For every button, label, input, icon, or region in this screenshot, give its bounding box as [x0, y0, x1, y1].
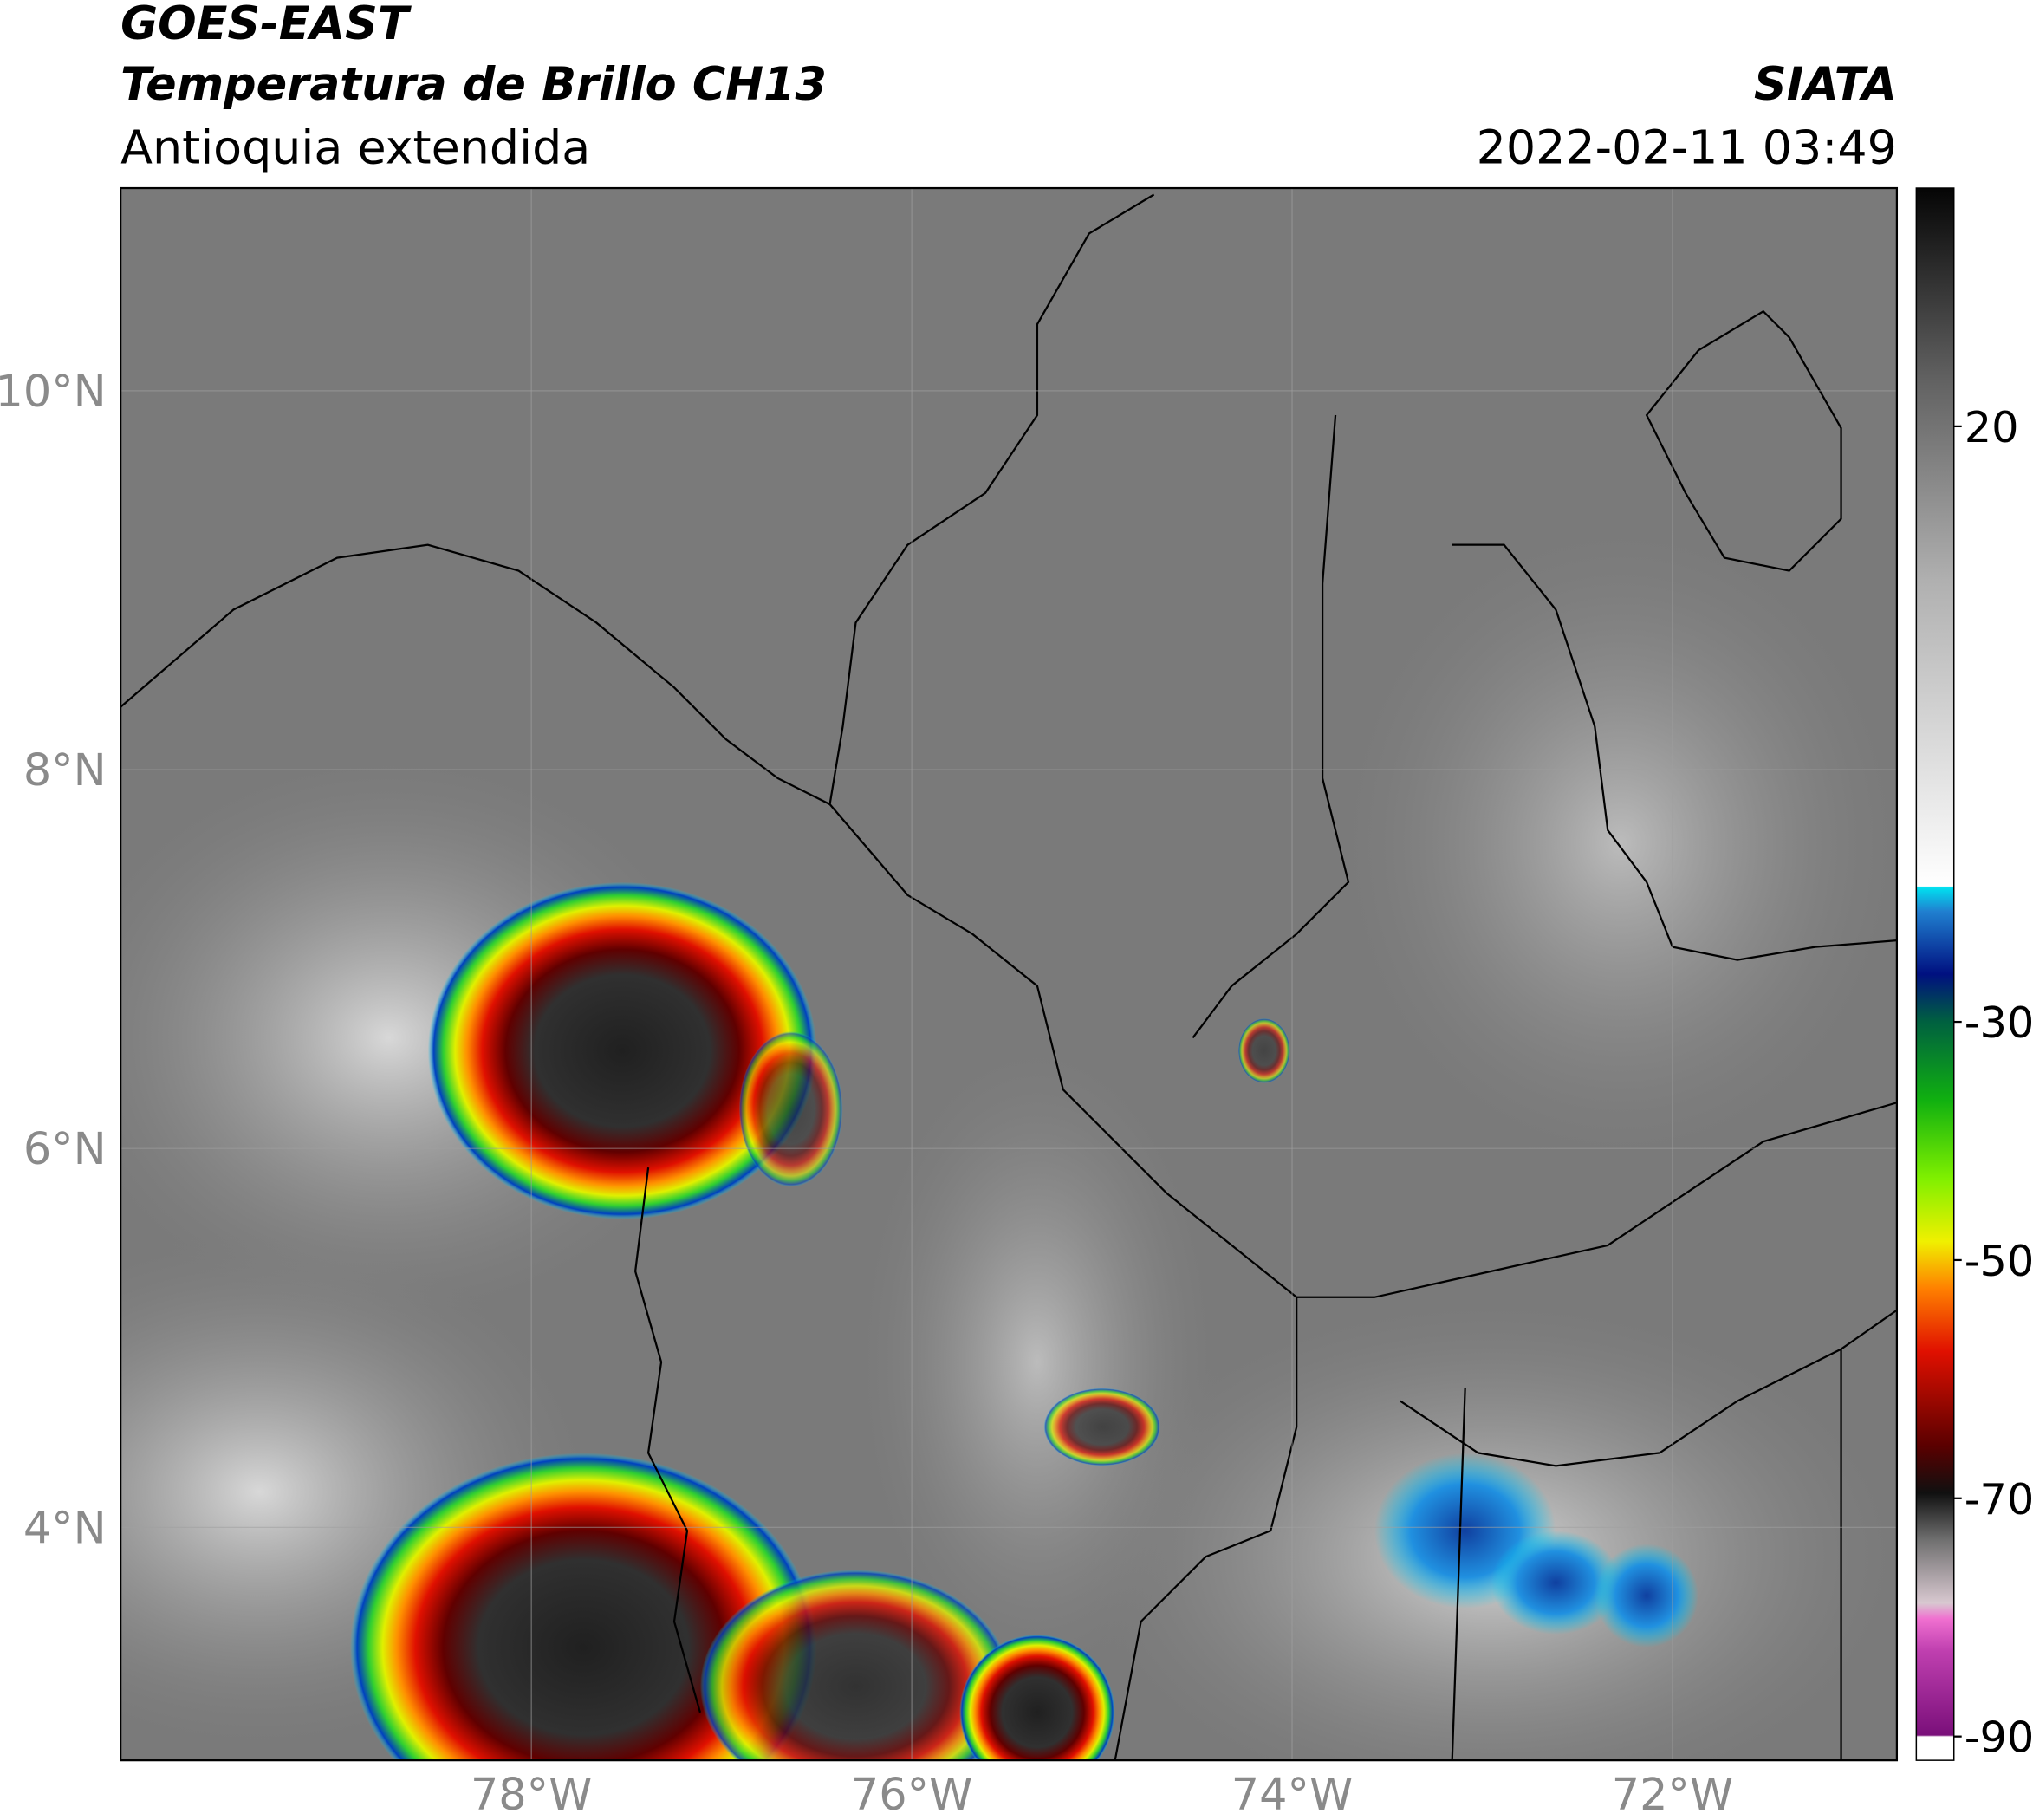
datetime: 2022-02-11 03:49 — [1477, 120, 1897, 175]
lat-tick-label: 4°N — [23, 1502, 107, 1553]
grid — [120, 188, 1897, 1761]
lat-tick-label: 6°N — [23, 1123, 107, 1174]
title: GOES-EAST — [120, 0, 412, 50]
region: Antioquia extendida — [120, 120, 590, 175]
agency: SIATA — [1754, 58, 1897, 111]
colorbar-tick-label: -70 — [1965, 1474, 2033, 1524]
lat-tick-label: 8°N — [23, 744, 107, 796]
lon-tick-label: 78°W — [471, 1769, 592, 1820]
lon-tick-label: 74°W — [1231, 1769, 1353, 1820]
colorbar-tick-label: -30 — [1965, 998, 2033, 1048]
map-image — [120, 188, 1897, 1761]
lat-tick-label: 10°N — [0, 366, 107, 417]
colorbar-tick-label: -50 — [1965, 1236, 2033, 1286]
lon-tick-label: 76°W — [851, 1769, 972, 1820]
colorbar-tick-label: 20 — [1965, 402, 2019, 452]
colorbar — [1915, 187, 1955, 1761]
product: Temperatura de Brillo CH13 — [120, 58, 827, 111]
colorbar-tick-label: -90 — [1965, 1713, 2033, 1763]
lon-tick-label: 72°W — [1612, 1769, 1733, 1820]
map-frame — [120, 186, 1899, 1762]
